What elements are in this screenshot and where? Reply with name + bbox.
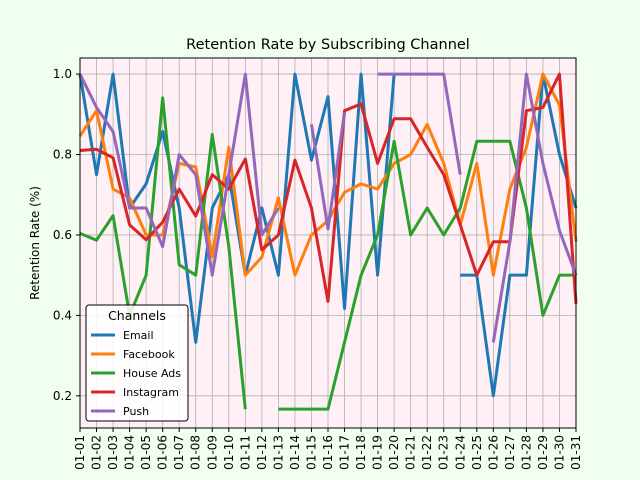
x-tick-label: 01-21 [404, 435, 418, 470]
x-tick-label: 01-29 [536, 435, 550, 470]
x-tick-label: 01-16 [321, 435, 335, 470]
x-tick-label: 01-03 [106, 435, 120, 470]
x-tick-label: 01-31 [569, 435, 583, 470]
x-tick-label: 01-17 [338, 435, 352, 470]
x-tick-label: 01-07 [172, 435, 186, 470]
y-tick-label: 0.4 [53, 308, 72, 322]
y-tick-label: 0.6 [53, 228, 72, 242]
x-tick-label: 01-19 [371, 435, 385, 470]
x-tick-label: 01-15 [304, 435, 318, 470]
x-tick-label: 01-27 [503, 435, 517, 470]
x-tick-label: 01-12 [255, 435, 269, 470]
legend-label-facebook[interactable]: Facebook [123, 348, 175, 361]
y-tick-label: 0.2 [53, 389, 72, 403]
x-tick-label: 01-09 [205, 435, 219, 470]
x-tick-label: 01-23 [437, 435, 451, 470]
legend-label-instagram[interactable]: Instagram [123, 386, 179, 399]
y-tick-label: 0.8 [53, 148, 72, 162]
x-tick-label: 01-22 [420, 435, 434, 470]
x-tick-label: 01-18 [354, 435, 368, 470]
series-line-instagram [79, 72, 578, 304]
x-tick-label: 01-26 [486, 435, 500, 470]
x-tick-label: 01-20 [387, 435, 401, 470]
x-tick-label: 01-14 [288, 435, 302, 470]
legend-label-push[interactable]: Push [123, 405, 149, 418]
y-tick-label: 1.0 [53, 67, 72, 81]
x-tick-label: 01-30 [552, 435, 566, 470]
x-tick-label: 01-13 [271, 435, 285, 470]
x-tick-label: 01-11 [238, 435, 252, 470]
series-line-push [78, 72, 578, 343]
legend-label-email[interactable]: Email [123, 329, 154, 342]
x-tick-label: 01-01 [73, 435, 87, 470]
x-tick-label: 01-02 [90, 435, 104, 470]
series-line-house-ads [79, 96, 576, 411]
x-tick-label: 01-28 [519, 435, 533, 470]
x-tick-label: 01-05 [139, 435, 153, 470]
x-axis: 01-01 01-02 01-03 01-04 01-05 01-06 01-07 01-08… [73, 428, 583, 470]
x-tick-label: 01-08 [189, 435, 203, 470]
chart-title: Retention Rate by Subscribing Channel [186, 37, 470, 53]
y-axis: 0.2 0.4 0.6 0.8 1.0 [53, 67, 80, 403]
legend[interactable]: Channels Email Facebook House Ads Instagram P… [85, 304, 189, 422]
x-tick-label: 01-25 [470, 435, 484, 470]
x-tick-label: 01-06 [156, 435, 170, 470]
x-tick-label: 01-24 [453, 435, 467, 470]
x-tick-label: 01-10 [222, 435, 236, 470]
legend-title: Channels [108, 308, 166, 323]
legend-label-house-ads[interactable]: House Ads [123, 367, 181, 380]
series-lines [78, 72, 578, 411]
x-tick-label: 01-04 [123, 435, 137, 470]
y-axis-label: Retention Rate (%) [28, 186, 42, 300]
